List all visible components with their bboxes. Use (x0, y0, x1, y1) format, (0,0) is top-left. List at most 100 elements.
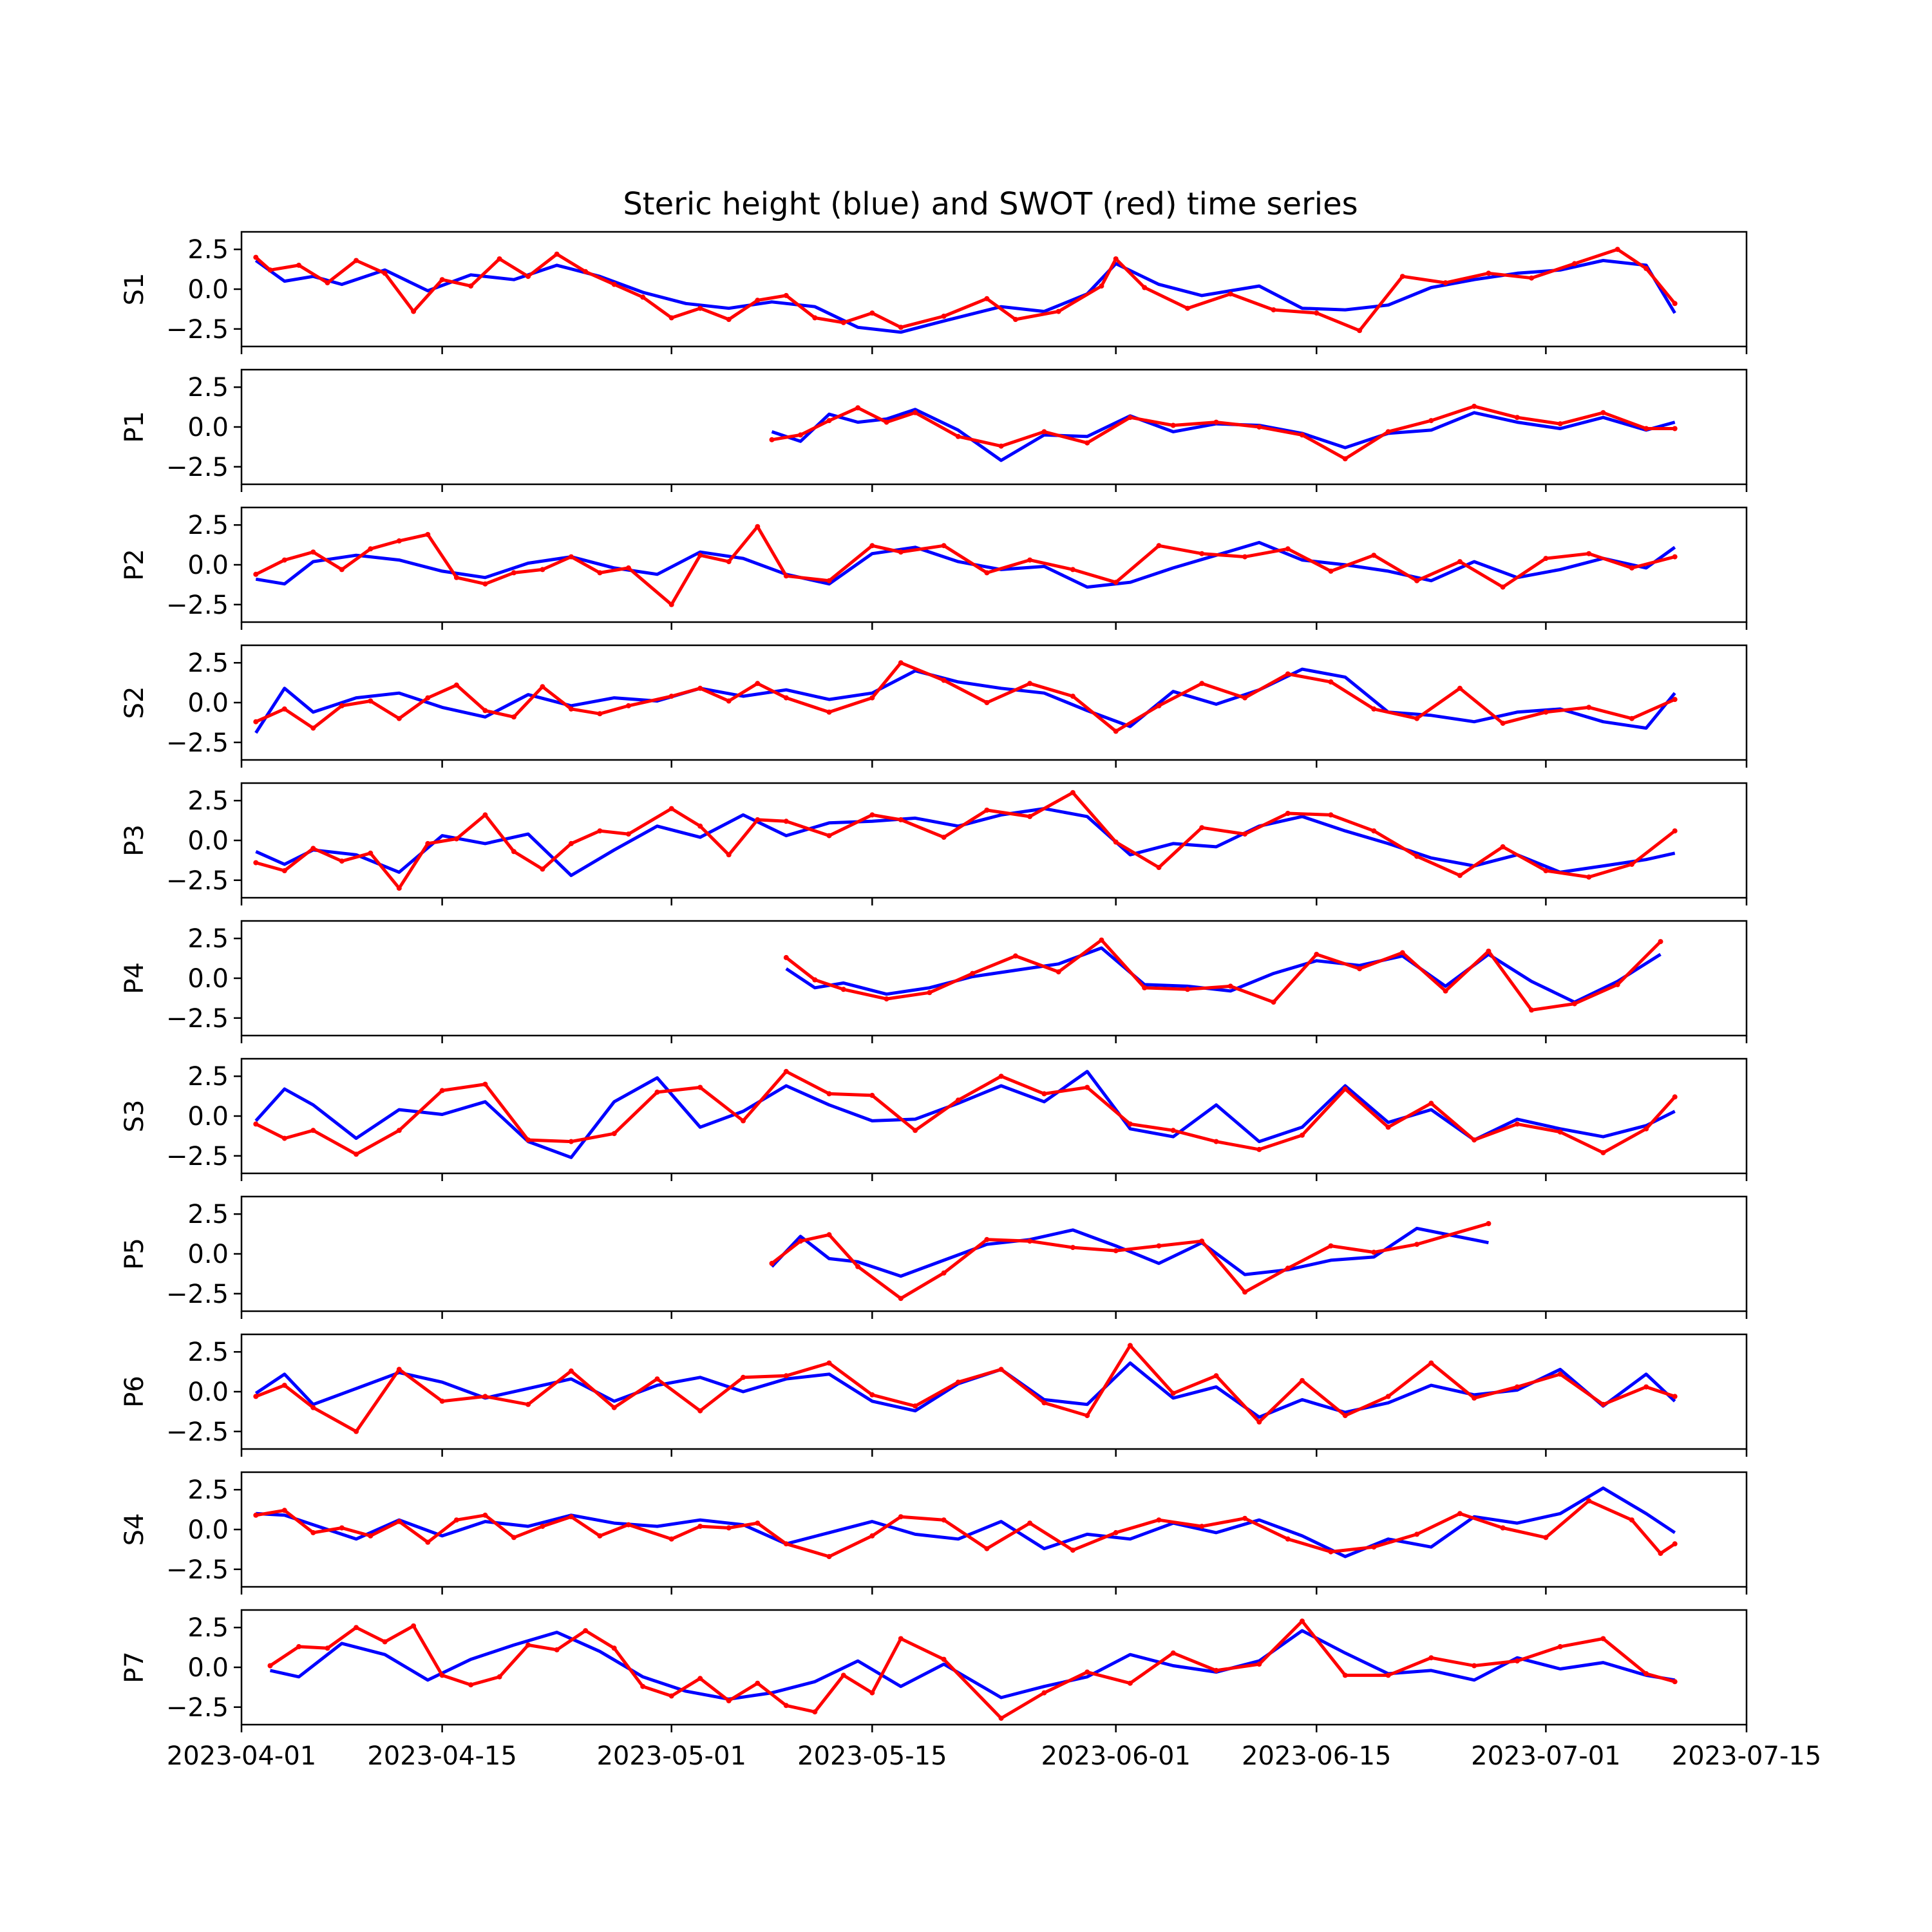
y-tick-label: −2.5 (166, 1004, 229, 1034)
swot-point (1027, 1238, 1033, 1244)
swot-point (1600, 1636, 1606, 1642)
swot-point (453, 1517, 459, 1523)
swot-point (984, 570, 990, 576)
swot-point (1500, 584, 1506, 590)
swot-point (396, 1367, 402, 1372)
swot-point (755, 681, 761, 687)
swot-point (783, 1541, 789, 1547)
swot-point (1629, 565, 1634, 571)
swot-point (798, 432, 803, 438)
swot-point (1629, 715, 1634, 721)
swot-point (941, 1517, 947, 1523)
swot-point (1242, 695, 1247, 701)
swot-point (884, 419, 889, 425)
swot-point (1514, 1384, 1520, 1390)
swot-point (611, 1405, 617, 1410)
swot-point (253, 571, 259, 577)
swot-point (1271, 999, 1276, 1005)
panel-s2: 2.5 0.0 −2.5 S2 (120, 644, 1748, 768)
swot-point (1285, 1265, 1291, 1271)
swot-point (568, 1139, 574, 1144)
swot-point (1615, 247, 1620, 252)
swot-point (439, 1672, 445, 1678)
y-tick-label: 0.0 (187, 826, 229, 856)
swot-point (654, 1376, 660, 1382)
panel-s4: 2.5 0.0 −2.5 S4 (120, 1471, 1748, 1595)
swot-point (869, 543, 875, 549)
swot-point (1514, 1121, 1520, 1127)
swot-point (697, 823, 703, 829)
panel-p6: 2.5 0.0 −2.5 P6 (120, 1333, 1748, 1457)
swot-point (941, 1270, 947, 1276)
swot-point (1142, 285, 1148, 290)
swot-point (1357, 328, 1363, 334)
swot-point (468, 283, 474, 289)
y-tick-label: 0.0 (187, 1515, 229, 1545)
swot-point (1672, 1679, 1678, 1685)
swot-point (869, 812, 875, 818)
swot-point (697, 553, 703, 558)
swot-point (1486, 949, 1492, 954)
y-tick-label: 0.0 (187, 688, 229, 718)
swot-point (1643, 1671, 1649, 1676)
swot-point (1643, 1126, 1649, 1132)
swot-point (1027, 557, 1033, 563)
swot-point (497, 256, 502, 261)
swot-point (1099, 937, 1104, 943)
swot-point (597, 570, 603, 576)
swot-point (568, 1514, 574, 1520)
swot-point (1672, 301, 1678, 307)
swot-point (1300, 1378, 1305, 1383)
swot-point (1385, 1124, 1391, 1130)
panel-ylabel: S4 (120, 1513, 149, 1546)
steric-line (255, 540, 1676, 589)
swot-point (640, 294, 646, 300)
panel-p4: 2.5 0.0 −2.5 P4 (120, 920, 1748, 1043)
swot-point (368, 850, 374, 856)
swot-point (1127, 415, 1133, 421)
swot-point (411, 1623, 417, 1629)
y-tick-label: 0.0 (187, 1102, 229, 1132)
panel-s1: 2.5 0.0 −2.5 S1 (120, 231, 1748, 354)
swot-point (1457, 685, 1463, 691)
y-tick-label: −2.5 (166, 591, 229, 620)
swot-point (597, 828, 603, 834)
swot-point (1285, 671, 1291, 677)
swot-point (1428, 1360, 1434, 1366)
swot-point (869, 1533, 875, 1539)
swot-point (1672, 1394, 1678, 1399)
swot-point (697, 1408, 703, 1414)
swot-line (254, 247, 1676, 332)
swot-point (1428, 1655, 1434, 1661)
swot-point (1256, 1146, 1262, 1152)
swot-point (511, 714, 516, 720)
swot-point (726, 559, 732, 565)
swot-point (354, 1428, 359, 1434)
swot-point (697, 685, 703, 691)
y-tick-label: 2.5 (187, 1062, 229, 1092)
swot-point (783, 1703, 789, 1709)
swot-point (1428, 1101, 1434, 1106)
swot-point (741, 1374, 746, 1380)
swot-point (812, 1709, 818, 1715)
swot-point (941, 835, 947, 840)
swot-point (253, 1394, 259, 1399)
swot-point (1371, 706, 1377, 712)
swot-point (1300, 1618, 1305, 1624)
swot-point (1629, 862, 1634, 867)
swot-point (368, 698, 374, 704)
swot-point (482, 1081, 488, 1087)
swot-point (339, 567, 345, 573)
swot-point (540, 567, 545, 573)
swot-point (840, 1672, 846, 1678)
swot-point (984, 1546, 990, 1551)
swot-point (726, 1525, 732, 1531)
x-tick-label: 2023-06-01 (1041, 1741, 1190, 1771)
swot-point (984, 808, 990, 813)
swot-point (1185, 987, 1190, 992)
swot-point (425, 1539, 431, 1545)
swot-point (668, 806, 674, 811)
swot-point (726, 317, 732, 322)
swot-point (741, 1118, 746, 1124)
swot-point (1156, 1243, 1162, 1249)
